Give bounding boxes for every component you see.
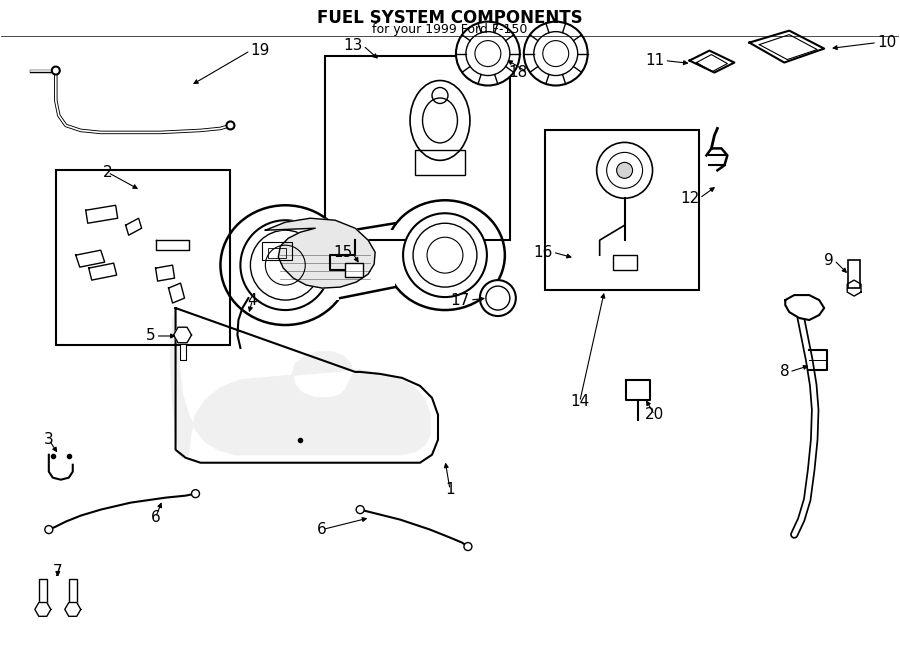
Text: 2: 2 xyxy=(103,165,112,180)
Bar xyxy=(325,56,509,240)
Polygon shape xyxy=(35,602,50,616)
Text: 11: 11 xyxy=(645,53,664,68)
Bar xyxy=(848,260,860,288)
Circle shape xyxy=(486,286,509,310)
Circle shape xyxy=(466,32,509,75)
Bar xyxy=(268,248,286,258)
Bar xyxy=(68,580,76,609)
Text: 4: 4 xyxy=(248,293,257,307)
Bar xyxy=(346,263,364,277)
Circle shape xyxy=(464,543,472,551)
Polygon shape xyxy=(174,327,192,343)
Text: 12: 12 xyxy=(680,191,699,206)
Text: 14: 14 xyxy=(570,395,590,409)
Polygon shape xyxy=(171,310,430,457)
Text: 17: 17 xyxy=(451,293,470,307)
Polygon shape xyxy=(266,218,375,288)
Circle shape xyxy=(45,525,53,533)
Ellipse shape xyxy=(385,200,505,310)
Bar xyxy=(179,344,185,360)
Bar xyxy=(415,151,465,175)
Text: 18: 18 xyxy=(508,65,527,80)
Circle shape xyxy=(534,32,578,75)
Circle shape xyxy=(616,163,633,178)
Bar xyxy=(56,171,230,345)
Text: 9: 9 xyxy=(824,253,834,268)
Circle shape xyxy=(403,214,487,297)
Bar xyxy=(613,255,636,270)
Bar xyxy=(263,242,293,260)
Polygon shape xyxy=(786,295,824,320)
Bar xyxy=(544,130,699,290)
Circle shape xyxy=(192,490,200,498)
Circle shape xyxy=(240,220,330,310)
Circle shape xyxy=(250,230,320,300)
Text: 6: 6 xyxy=(150,510,160,525)
Text: 1: 1 xyxy=(446,482,454,497)
Text: 6: 6 xyxy=(318,522,327,537)
Circle shape xyxy=(52,67,59,75)
Text: 15: 15 xyxy=(333,245,352,260)
Text: 5: 5 xyxy=(146,329,156,344)
Circle shape xyxy=(356,506,365,514)
Polygon shape xyxy=(65,602,81,616)
Circle shape xyxy=(480,280,516,316)
Text: 7: 7 xyxy=(53,564,63,579)
Circle shape xyxy=(524,22,588,85)
Circle shape xyxy=(413,223,477,287)
Text: for your 1999 Ford F-150: for your 1999 Ford F-150 xyxy=(373,22,527,36)
Text: 20: 20 xyxy=(645,407,664,422)
Bar xyxy=(39,580,47,609)
Ellipse shape xyxy=(220,206,350,325)
Text: 19: 19 xyxy=(250,43,270,58)
Text: 3: 3 xyxy=(44,432,54,447)
Circle shape xyxy=(456,22,520,85)
Text: 13: 13 xyxy=(344,38,364,53)
Text: FUEL SYSTEM COMPONENTS: FUEL SYSTEM COMPONENTS xyxy=(317,9,583,26)
Text: 8: 8 xyxy=(779,364,789,379)
Bar xyxy=(335,230,395,300)
Text: 10: 10 xyxy=(878,35,896,50)
Circle shape xyxy=(227,122,234,130)
Text: 16: 16 xyxy=(534,245,553,260)
